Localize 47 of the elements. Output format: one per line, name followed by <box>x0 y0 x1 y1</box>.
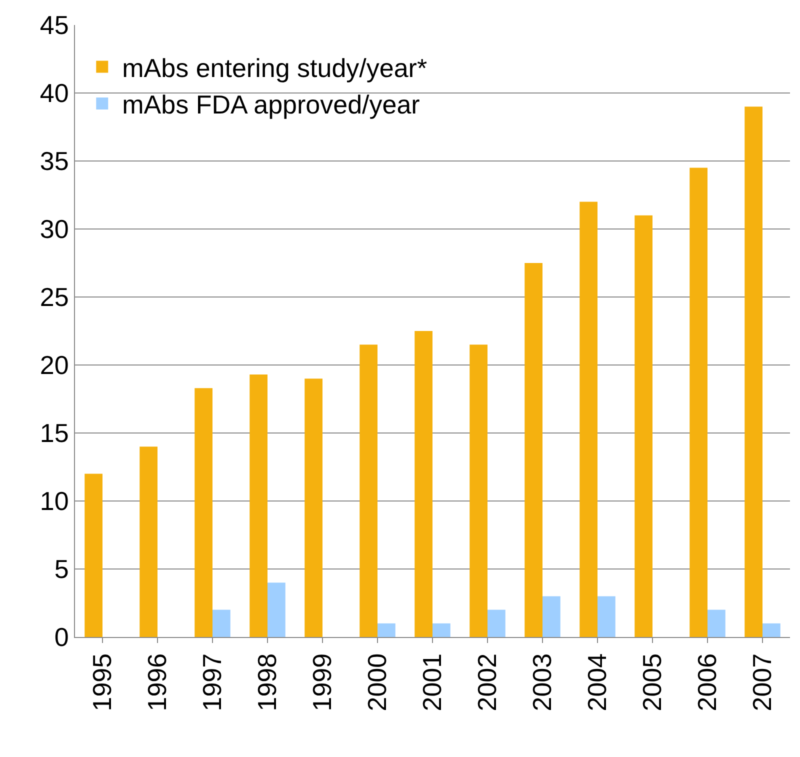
bar <box>304 378 322 637</box>
bar <box>432 623 450 637</box>
bar <box>360 344 378 637</box>
x-tick-label: 2001 <box>416 653 447 712</box>
x-tick-label: 1998 <box>252 653 282 712</box>
y-tick-label: 40 <box>40 78 69 108</box>
legend-label: mAbs FDA approved/year <box>122 90 420 120</box>
bar <box>580 202 598 637</box>
bar <box>268 582 286 637</box>
bar <box>84 474 102 637</box>
x-tick-label: 2005 <box>636 653 667 712</box>
x-tick-label: 2000 <box>362 653 392 712</box>
y-tick-label: 0 <box>54 622 69 652</box>
bar <box>212 610 230 637</box>
bar <box>524 263 542 637</box>
x-tick-label: 2006 <box>692 653 722 712</box>
x-tick-label: 2007 <box>746 653 777 712</box>
y-tick-label: 35 <box>40 146 69 176</box>
bar <box>542 596 560 637</box>
bar <box>744 106 762 637</box>
legend-label: mAbs entering study/year* <box>122 52 428 83</box>
bar <box>194 388 212 637</box>
y-tick-label: 45 <box>40 10 69 40</box>
x-tick-label: 1996 <box>142 653 172 712</box>
bar <box>762 623 780 637</box>
bar <box>634 215 652 637</box>
y-tick-label: 25 <box>40 282 69 312</box>
x-tick-label: 2002 <box>472 653 502 712</box>
bar <box>414 331 432 637</box>
x-tick-label: 1995 <box>86 653 117 712</box>
y-tick-label: 5 <box>54 554 69 584</box>
bar <box>140 446 158 637</box>
bar <box>598 596 616 637</box>
bar <box>378 623 396 637</box>
bar <box>690 168 708 637</box>
y-tick-label: 15 <box>40 418 69 448</box>
bar <box>488 610 506 637</box>
y-tick-label: 30 <box>40 214 69 244</box>
y-tick-label: 20 <box>40 350 69 380</box>
bar <box>470 344 488 637</box>
x-tick-label: 1999 <box>306 653 337 712</box>
bar <box>708 610 726 637</box>
x-tick-label: 2003 <box>526 653 557 712</box>
y-tick-label: 10 <box>40 486 69 516</box>
x-tick-label: 1997 <box>196 653 227 712</box>
bar <box>250 374 268 637</box>
x-tick-label: 2004 <box>582 653 612 712</box>
